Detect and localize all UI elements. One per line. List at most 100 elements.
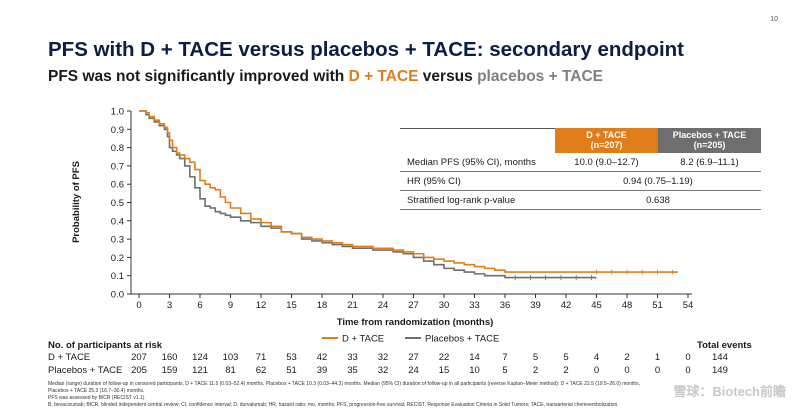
row-value-both: 0.638 <box>646 194 670 206</box>
risk-value: 205 <box>131 365 147 376</box>
x-tick-label: 24 <box>378 300 389 311</box>
x-tick-label: 21 <box>347 300 358 311</box>
risk-value: 53 <box>286 352 297 363</box>
x-tick-label: 9 <box>228 300 233 311</box>
results-table: D + TACE (n=207) Placebos + TACE (n=205) M… <box>400 128 761 210</box>
x-tick-label: 27 <box>408 300 419 311</box>
x-tick-label: 3 <box>167 300 172 311</box>
risk-value: 1 <box>654 352 661 363</box>
risk-value: 71 <box>255 352 267 363</box>
x-tick-label: 51 <box>652 300 663 311</box>
risk-value: 0 <box>654 365 661 376</box>
x-tick-label: 18 <box>317 300 328 311</box>
x-tick-label: 45 <box>591 300 602 311</box>
risk-row-label: D + TACE <box>48 352 91 363</box>
risk-value: 14 <box>469 352 480 363</box>
risk-value: 124 <box>192 352 208 363</box>
risk-value: 121 <box>192 365 208 376</box>
risk-value: 32 <box>377 352 389 363</box>
km-curve-d-tace <box>139 110 678 273</box>
x-tick-label: 15 <box>286 300 297 311</box>
table-header: D + TACE (n=207) Placebos + TACE (n=205) <box>400 128 761 153</box>
y-tick-label: 0.9 <box>111 125 124 136</box>
risk-value: 2 <box>563 365 569 376</box>
x-tick-label: 39 <box>530 300 541 311</box>
risk-value: 0 <box>624 365 630 376</box>
subtitle-prefix: PFS was not significantly improved with <box>48 68 349 85</box>
risk-value: 2 <box>624 352 630 363</box>
legend-label: Placebos + TACE <box>425 334 499 345</box>
risk-value: 39 <box>316 365 328 376</box>
footnote: Median (range) duration of follow-up in … <box>48 381 641 387</box>
slide-subtitle: PFS was not significantly improved with … <box>48 68 603 86</box>
x-axis-title: Time from randomization (months) <box>337 317 494 328</box>
risk-row-label: Placebos + TACE <box>48 365 123 376</box>
risk-value: 81 <box>225 365 236 376</box>
legend-label: D + TACE <box>342 334 384 345</box>
slide-number: 10 <box>770 16 778 23</box>
y-tick-label: 0.3 <box>111 235 124 246</box>
footnote: Placebos + TACE 25.3 (16.7–30.4) months. <box>48 388 145 394</box>
table-row: Stratified log-rank p-value 0.638 <box>400 191 761 210</box>
risk-value: 62 <box>255 365 267 376</box>
x-tick-label: 0 <box>136 300 141 311</box>
x-tick-label: 6 <box>197 300 202 311</box>
table-row: HR (95% CI) 0.94 (0.75–1.19) <box>400 172 761 191</box>
subtitle-arm2: placebos + TACE <box>477 68 603 85</box>
chart-curves <box>139 110 678 281</box>
risk-value: 0 <box>685 352 691 363</box>
total-events-title: Total events <box>697 340 752 351</box>
risk-value: 35 <box>347 365 358 376</box>
risk-value: 5 <box>563 352 569 363</box>
row-value-p: 8.2 (6.9–11.1) <box>680 156 739 168</box>
chart-legend: D + TACE Placebos + TACE <box>322 334 499 345</box>
risk-value: 2 <box>532 365 539 376</box>
row-label: Median PFS (95% CI), months <box>407 156 536 168</box>
y-axis-title: Probability of PFS <box>71 161 82 243</box>
footnote: B, bevacizumab; BICR, blinded independen… <box>48 402 619 408</box>
row-label: Stratified log-rank p-value <box>407 194 516 206</box>
y-tick-label: 0.4 <box>111 216 124 227</box>
x-tick-label: 48 <box>622 300 633 311</box>
risk-table-title: No. of participants at risk <box>48 340 163 351</box>
y-tick-label: 0.5 <box>111 198 124 209</box>
slide-title: PFS with D + TACE versus placebos + TACE… <box>48 38 685 61</box>
y-tick-label: 0.1 <box>111 271 124 282</box>
total-events-value: 149 <box>712 365 728 376</box>
risk-value: 51 <box>286 365 297 376</box>
header-p-label: Placebos + TACE <box>672 130 747 140</box>
x-tick-label: 42 <box>561 300 572 311</box>
x-tick-label: 33 <box>469 300 480 311</box>
y-tick-label: 0.7 <box>111 161 124 172</box>
footnote: PFS was assessed by BICR (RECIST v1.1). <box>48 395 146 401</box>
risk-value: 42 <box>316 352 328 363</box>
y-tick-label: 0.2 <box>111 253 124 264</box>
risk-value: 15 <box>438 365 450 376</box>
risk-value: 0 <box>685 365 691 376</box>
risk-value: 4 <box>593 352 600 363</box>
risk-value: 159 <box>161 365 178 376</box>
risk-value: 27 <box>408 352 419 363</box>
table-header-d-tace: D + TACE (n=207) <box>555 128 658 153</box>
risk-value: 32 <box>377 365 389 376</box>
subtitle-middle: versus <box>418 68 478 85</box>
table-row: Median PFS (95% CI), months 10.0 (9.0–12… <box>400 153 761 172</box>
header-d-n: (n=207) <box>590 140 623 150</box>
header-p-n: (n=205) <box>693 140 726 150</box>
km-curve-placebos-tace <box>139 110 597 279</box>
risk-value: 24 <box>408 365 419 376</box>
x-tick-label: 36 <box>500 300 511 311</box>
risk-value: 5 <box>502 365 508 376</box>
risk-value: 33 <box>347 352 358 363</box>
y-tick-label: 0.8 <box>111 143 124 154</box>
risk-value: 160 <box>161 352 178 363</box>
subtitle-arm1: D + TACE <box>348 68 419 85</box>
risk-value: 22 <box>438 352 450 363</box>
risk-value: 207 <box>131 352 147 363</box>
table-header-placebo: Placebos + TACE (n=205) <box>658 128 761 153</box>
y-tick-label: 0.6 <box>111 180 124 191</box>
risk-value: 10 <box>469 365 480 376</box>
y-tick-label: 1.0 <box>111 107 124 118</box>
watermark: 雪球：Biotech前瞻 <box>673 384 786 399</box>
